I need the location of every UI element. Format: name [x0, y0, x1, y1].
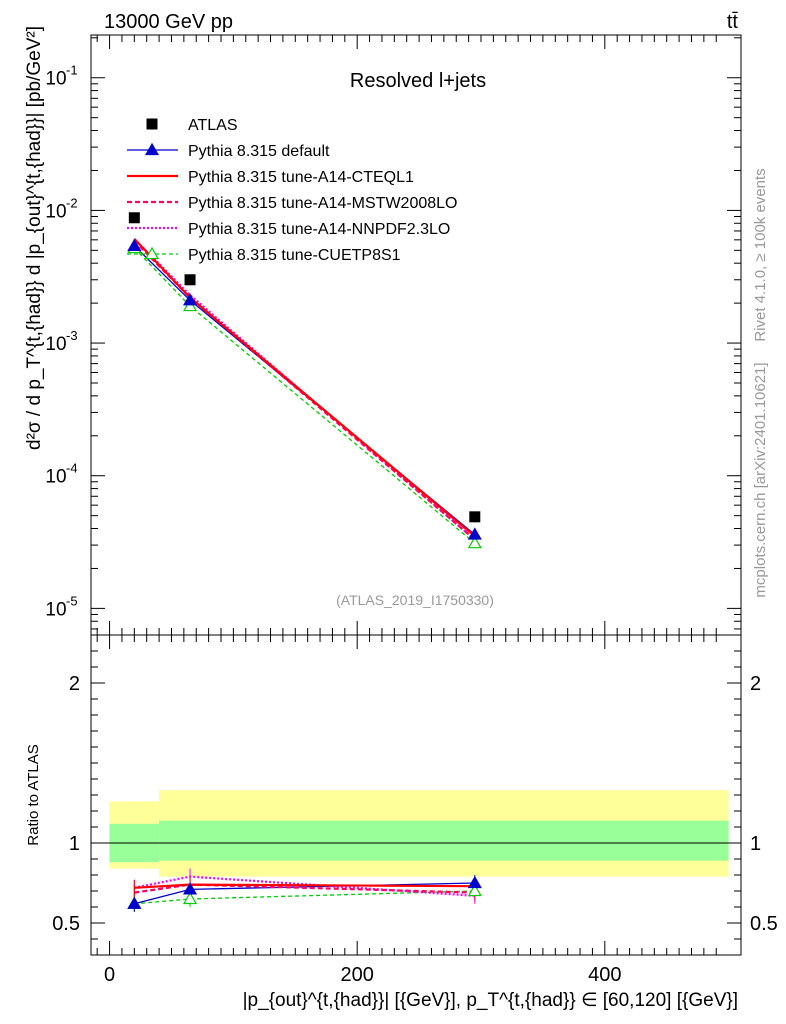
- legend-label-nnpdf: Pythia 8.315 tune-A14-NNPDF2.3LO: [188, 221, 450, 238]
- atlas-point-2: [469, 511, 481, 523]
- legend-label-mstw: Pythia 8.315 tune-A14-MSTW2008LO: [188, 195, 457, 212]
- y-ratio-tick-label-left-2: 2: [69, 673, 80, 695]
- energy-label: 13000 GeV pp: [104, 11, 233, 33]
- side-text-bottom: mcplots.cern.ch [arXiv:2401.10621]: [752, 362, 769, 597]
- legend-label-cuetp: Pythia 8.315 tune-CUETP8S1: [188, 247, 401, 264]
- ratio-series-markers: [127, 875, 482, 909]
- x-tick-label-1: 200: [341, 964, 374, 986]
- axis-ticks: [91, 35, 741, 955]
- legend-label-data: ATLAS: [188, 117, 238, 134]
- atlas-point-1: [184, 274, 196, 286]
- ratio-marker-cuetp-2: [467, 883, 482, 897]
- series-line-default: [133, 245, 476, 536]
- y-ratio-tick-label-left-1: 1: [69, 833, 80, 855]
- legend-label-default: Pythia 8.315 default: [188, 143, 330, 160]
- x-tick-label-0: 0: [104, 964, 115, 986]
- legend-marker-cuetp: [144, 246, 160, 260]
- analysis-id: (ATLAS_2019_I1750330): [336, 592, 494, 608]
- marker-cuetp-2: [467, 535, 482, 549]
- atlas-point-0: [128, 212, 140, 224]
- legend-marker-atlas: [146, 118, 158, 130]
- y-axis-title-main: d²σ / d p_T^{t,{had}} d |p_{out}^{t,{had…: [24, 26, 45, 450]
- marker-default-2: [467, 527, 482, 540]
- y-main-tick-exp-0: -5: [66, 593, 78, 608]
- ratio-marker-default-1: [183, 882, 198, 895]
- legend: ATLAS Pythia 8.315 default Pythia 8.315 tu…: [127, 117, 457, 264]
- y-ratio-tick-label-right-1: 1: [750, 833, 761, 855]
- side-text-top: Rivet 4.1.0, ≥ 100k events: [752, 168, 769, 341]
- y-main-tick-label-4: 10: [45, 69, 66, 90]
- x-axis-title: |p_{out}^{t,{had}}| [{GeV}], p_T^{t,{had…: [243, 990, 738, 1011]
- ratio-marker-default-0: [127, 896, 142, 909]
- y-ratio-tick-label-right-0: 0.5: [750, 913, 778, 935]
- y-main-tick-label-2: 10: [45, 334, 66, 355]
- y-axis-title-ratio: Ratio to ATLAS: [25, 744, 42, 845]
- ratio-band-inner-1: [159, 820, 729, 861]
- panel-title: Resolved l+jets: [350, 70, 486, 92]
- ratio-marker-default-2: [467, 875, 482, 889]
- ratio-marker-cuetp-1: [183, 891, 198, 905]
- ratio-uncertainty-bands: [109, 790, 729, 877]
- y-main-tick-exp-3: -2: [66, 195, 78, 210]
- marker-default-1: [183, 293, 198, 306]
- y-main-tick-label-0: 10: [45, 599, 66, 620]
- y-main-tick-exp-4: -1: [66, 63, 78, 78]
- y-main-tick-label-3: 10: [45, 201, 66, 222]
- legend-marker-default: [144, 142, 160, 156]
- ratio-line-cuetp: [134, 890, 475, 905]
- y-main-tick-label-1: 10: [45, 467, 66, 488]
- process-label: tt̄: [727, 11, 739, 33]
- x-tick-label-2: 400: [588, 964, 621, 986]
- legend-label-cteql1: Pythia 8.315 tune-A14-CTEQL1: [188, 169, 414, 186]
- marker-default-0: [127, 238, 142, 252]
- main-series-markers: [127, 212, 482, 549]
- y-ratio-tick-label-right-2: 2: [750, 673, 761, 695]
- y-main-tick-exp-1: -4: [66, 461, 78, 476]
- y-main-tick-exp-2: -3: [66, 328, 78, 343]
- y-ratio-tick-label-left-0: 0.5: [52, 913, 80, 935]
